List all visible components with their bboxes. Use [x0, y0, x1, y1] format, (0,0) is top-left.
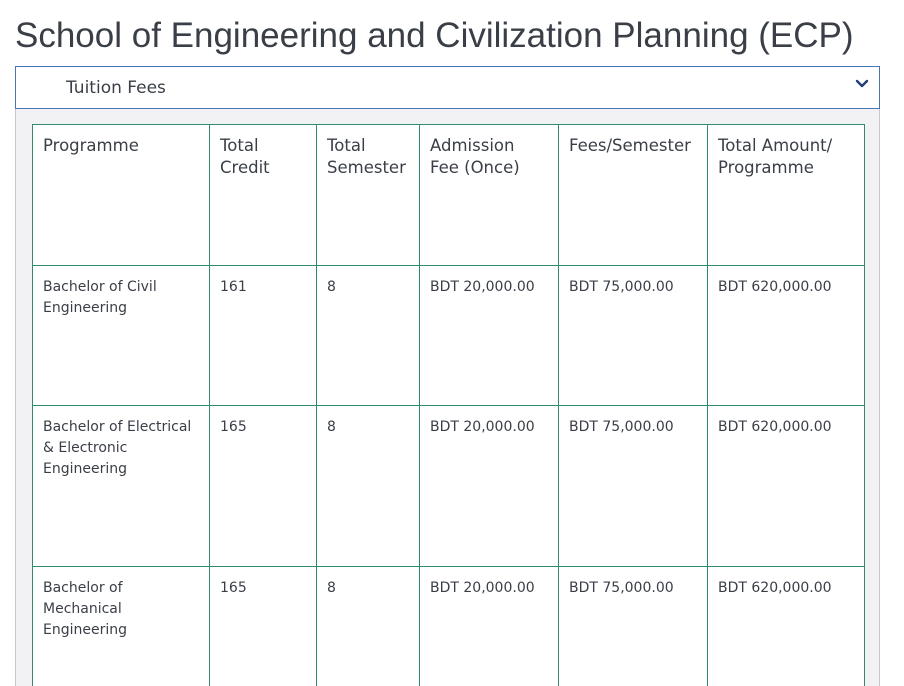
cell-total-amount: BDT 620,000.00 — [707, 566, 865, 686]
tuition-fees-table: Programme Total Credit Total Semester Ad… — [32, 124, 865, 686]
cell-fees-per-semester: BDT 75,000.00 — [558, 405, 708, 567]
table-header-row: Programme Total Credit Total Semester Ad… — [32, 124, 865, 266]
cell-total-credit: 165 — [209, 405, 317, 567]
table-row: Bachelor of Mechanical Engineering 165 8… — [32, 566, 865, 686]
cell-total-semester: 8 — [316, 265, 420, 406]
cell-total-semester: 8 — [316, 405, 420, 567]
header-total-credit: Total Credit — [209, 124, 317, 266]
chevron-down-icon[interactable] — [855, 76, 869, 90]
accordion-header-tuition-fees[interactable]: Tuition Fees — [15, 66, 880, 109]
cell-programme: Bachelor of Electrical & Electronic Engi… — [32, 405, 210, 567]
cell-programme: Bachelor of Civil Engineering — [32, 265, 210, 406]
cell-total-amount: BDT 620,000.00 — [707, 265, 865, 406]
header-fees-per-semester: Fees/Semester — [558, 124, 708, 266]
header-total-amount: Total Amount/ Programme — [707, 124, 865, 266]
accordion-title: Tuition Fees — [66, 78, 166, 98]
accordion-body: Programme Total Credit Total Semester Ad… — [15, 109, 880, 686]
header-programme: Programme — [32, 124, 210, 266]
cell-fees-per-semester: BDT 75,000.00 — [558, 265, 708, 406]
cell-total-credit: 165 — [209, 566, 317, 686]
cell-admission-fee: BDT 20,000.00 — [419, 265, 559, 406]
header-admission-fee: Admission Fee (Once) — [419, 124, 559, 266]
header-total-semester: Total Semester — [316, 124, 420, 266]
table-row: Bachelor of Electrical & Electronic Engi… — [32, 405, 865, 567]
cell-total-credit: 161 — [209, 265, 317, 406]
table-row: Bachelor of Civil Engineering 161 8 BDT … — [32, 265, 865, 406]
cell-fees-per-semester: BDT 75,000.00 — [558, 566, 708, 686]
cell-admission-fee: BDT 20,000.00 — [419, 405, 559, 567]
cell-admission-fee: BDT 20,000.00 — [419, 566, 559, 686]
tuition-fees-accordion: Tuition Fees Programme Total Credit Tota… — [15, 66, 880, 686]
cell-total-amount: BDT 620,000.00 — [707, 405, 865, 567]
cell-programme: Bachelor of Mechanical Engineering — [32, 566, 210, 686]
page-title: School of Engineering and Civilization P… — [15, 16, 854, 55]
cell-total-semester: 8 — [316, 566, 420, 686]
